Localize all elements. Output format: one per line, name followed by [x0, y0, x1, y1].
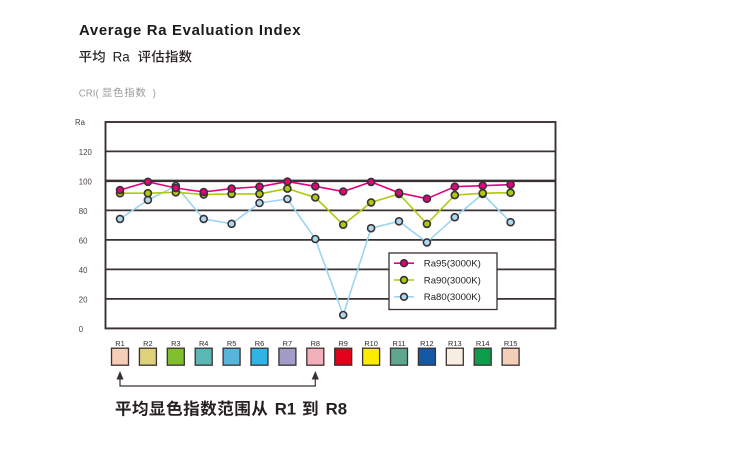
svg-text:R6: R6	[255, 339, 264, 348]
svg-text:20: 20	[79, 296, 88, 305]
svg-text:Ra: Ra	[113, 49, 131, 64]
svg-text:R1: R1	[115, 339, 124, 348]
svg-text:Ra80(3000K): Ra80(3000K)	[424, 292, 481, 303]
svg-text:60: 60	[79, 237, 88, 246]
svg-text:100: 100	[79, 178, 93, 187]
svg-text:R14: R14	[476, 339, 490, 348]
svg-text:120: 120	[79, 148, 93, 157]
svg-text:0: 0	[79, 325, 84, 334]
svg-text:R1: R1	[275, 399, 296, 418]
svg-text:R13: R13	[448, 339, 462, 348]
svg-text:R9: R9	[338, 339, 347, 348]
svg-text:R2: R2	[143, 339, 152, 348]
svg-text:R3: R3	[171, 339, 180, 348]
svg-text:Ra95(3000K): Ra95(3000K)	[424, 259, 481, 270]
svg-text:R8: R8	[326, 399, 347, 418]
svg-text:R12: R12	[420, 339, 434, 348]
svg-text:Ra90(3000K): Ra90(3000K)	[424, 275, 481, 286]
svg-text:R7: R7	[283, 339, 292, 348]
svg-text:CRI(: CRI(	[79, 88, 100, 99]
svg-text:40: 40	[79, 266, 88, 275]
svg-text:): )	[153, 88, 156, 99]
svg-text:R5: R5	[227, 339, 236, 348]
svg-text:Ra: Ra	[75, 118, 86, 127]
svg-text:R15: R15	[504, 339, 518, 348]
svg-text:80: 80	[79, 207, 88, 216]
svg-text:R8: R8	[311, 339, 320, 348]
svg-text:R11: R11	[392, 339, 405, 348]
svg-text:R10: R10	[364, 339, 378, 348]
svg-text:R4: R4	[199, 339, 208, 348]
